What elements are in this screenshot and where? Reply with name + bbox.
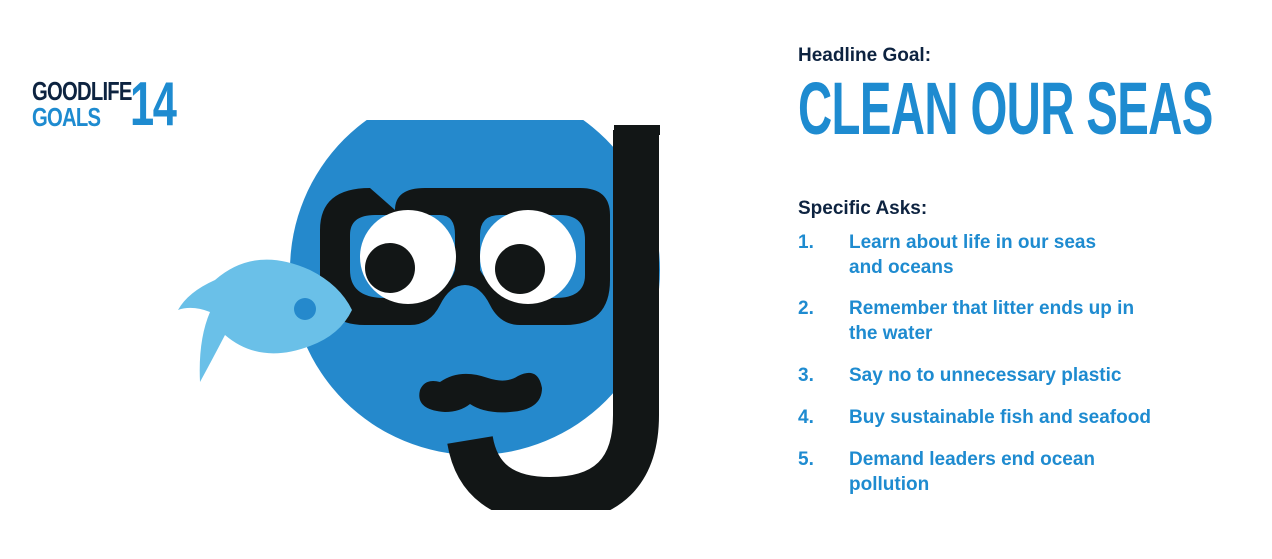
fish-body [178,259,352,382]
ask-number: 4. [798,407,814,428]
logo-line-goodlife: GOODLIFE [32,76,132,106]
goodlife-goals-logo: GOODLIFE GOALS 14 [32,74,177,136]
mouthpiece [419,372,542,413]
ask-item: 5. Demand leaders end ocean pollution [798,447,1129,497]
snorkel-face-illustration [170,85,670,524]
ask-item: 3. Say no to unnecessary plastic [798,363,1209,388]
ask-number: 2. [798,298,814,319]
headline-goal-title: CLEAN OUR SEAS [798,67,1213,150]
ask-item: 4. Buy sustainable fish and seafood [798,405,1229,430]
ask-text: Demand leaders end ocean pollution [849,449,1096,495]
goal-text-panel: Headline Goal: CLEAN OUR SEAS Specific A… [798,44,1258,495]
ask-item: 2. Remember that litter ends up in the w… [798,296,1144,346]
snorkel-face-icon [178,85,660,524]
ask-text: Learn about life in our seas and oceans [849,232,1097,278]
ask-text: Say no to unnecessary plastic [849,365,1122,386]
fish-icon [178,259,352,382]
ask-number: 1. [798,232,814,253]
ask-number: 3. [798,365,814,386]
right-pupil [495,244,545,294]
logo-line-goals: GOALS [32,102,101,132]
ask-number: 5. [798,449,814,470]
specific-asks-label: Specific Asks: [798,198,928,219]
headline-goal-label: Headline Goal: [798,45,932,66]
ask-text: Remember that litter ends up in the wate… [849,298,1135,344]
snorkel-tube [447,130,659,524]
left-pupil [365,243,415,293]
goal-number: 14 [130,70,177,139]
snorkel-tube-top [614,125,660,135]
ask-text: Buy sustainable fish and seafood [849,407,1151,428]
ask-item: 1. Learn about life in our seas and ocea… [798,230,1129,280]
fish-eye [294,298,316,320]
